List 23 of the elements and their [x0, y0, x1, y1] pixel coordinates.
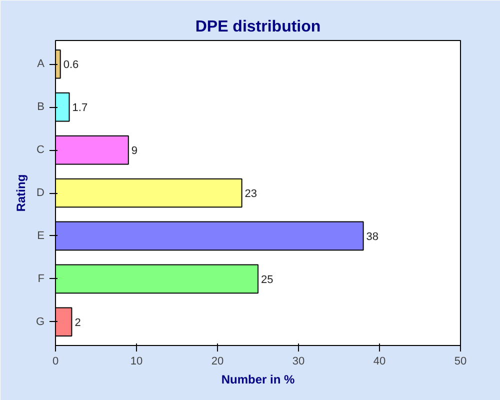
data-label: 1.7: [72, 102, 88, 114]
y-tick-label: E: [37, 230, 45, 242]
y-tick-label: G: [36, 316, 45, 328]
data-label: 2: [74, 316, 81, 329]
x-tick-label: 0: [52, 356, 59, 368]
data-label: 25: [261, 274, 274, 286]
data-label: 38: [366, 230, 379, 243]
x-axis-title: Number in %: [221, 372, 295, 386]
x-tick-label: 50: [454, 356, 467, 368]
data-label: 0.6: [63, 59, 79, 72]
data-label: 23: [244, 188, 258, 200]
y-tick-label: D: [36, 187, 45, 199]
data-label: 9: [131, 145, 138, 158]
x-tick-label: 40: [373, 356, 386, 368]
y-axis-title: Rating: [14, 174, 28, 212]
y-tick-label: C: [36, 144, 45, 156]
y-tick-label: F: [38, 272, 45, 285]
chart-title: DPE distribution: [195, 18, 321, 36]
y-tick-label: A: [37, 58, 46, 70]
y-tick-label: B: [37, 101, 45, 114]
x-tick-label: 20: [211, 356, 224, 368]
x-tick-label: 10: [130, 356, 143, 368]
x-tick-label: 30: [292, 356, 305, 368]
